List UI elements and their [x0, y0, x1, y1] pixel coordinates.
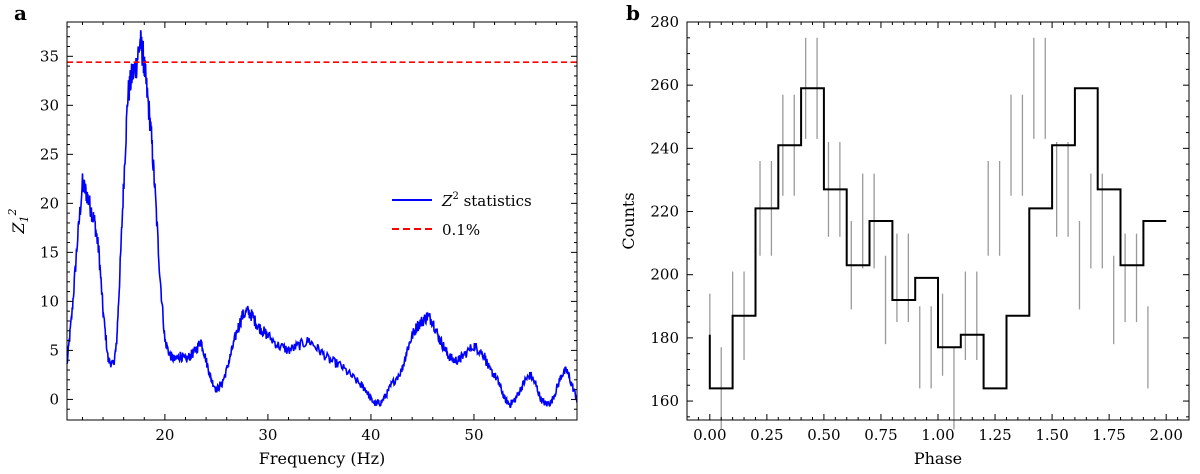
x-tick-label: 1.25: [978, 426, 1011, 444]
y-tick-label: 180: [650, 329, 679, 347]
x-tick-label: 0.25: [750, 426, 783, 444]
y-tick-label: 220: [650, 203, 679, 221]
panel-a-label: a: [14, 1, 27, 25]
x-tick-label: 1.75: [1092, 426, 1125, 444]
y-tick-label: 10: [40, 292, 59, 310]
counts-step-line: [708, 87, 1167, 390]
y-tick-label: 280: [650, 13, 679, 31]
y-tick-label: 35: [40, 47, 59, 65]
z2-statistics-line: [66, 30, 578, 409]
panel-b-label: b: [626, 1, 640, 25]
panel-b-chart: 0.00 0.25 0.50 0.75 1.00 1.25 1.50 1.75 2.00 160 1…: [619, 13, 1190, 468]
x-tick-label: 0.50: [807, 426, 840, 444]
panel-a-legend: Z2 statistics 0.1%: [392, 191, 532, 239]
x-tick-label: 30: [258, 426, 277, 444]
x-tick-label: 2.00: [1149, 426, 1182, 444]
panel-a-xlabel: Frequency (Hz): [259, 449, 386, 468]
panel-b-xlabel: Phase: [914, 449, 962, 468]
x-tick-label: 1.50: [1035, 426, 1068, 444]
y-tick-label: 0: [49, 390, 59, 408]
panel-b-frame: [686, 21, 1190, 421]
y-tick-label: 20: [40, 194, 59, 212]
y-tick-label: 30: [40, 96, 59, 114]
panel-b-ylabel: Counts: [619, 192, 638, 249]
x-tick-label: 0.75: [864, 426, 897, 444]
y-tick-label: 5: [49, 341, 59, 359]
y-tick-label: 160: [650, 392, 679, 410]
y-tick-label: 240: [650, 139, 679, 157]
panel-a-ylabel: Z12: [6, 208, 31, 234]
y-tick-label: 15: [40, 243, 59, 261]
y-tick-label: 200: [650, 266, 679, 284]
x-tick-label: 40: [361, 426, 380, 444]
x-tick-label: 1.00: [921, 426, 954, 444]
panel-a-frame: [66, 21, 578, 421]
panel-a-chart: 20 30 40 50 0 5 10 15 20 25 30 35 Frequency (Hz) Z1…: [6, 21, 578, 468]
legend-label-threshold: 0.1%: [442, 221, 480, 239]
x-tick-label: 20: [155, 426, 174, 444]
y-tick-label: 25: [40, 145, 59, 163]
x-tick-label: 0.00: [693, 426, 726, 444]
y-tick-label: 260: [650, 76, 679, 94]
x-tick-label: 50: [464, 426, 483, 444]
legend-label-z2: Z2 statistics: [441, 191, 532, 210]
